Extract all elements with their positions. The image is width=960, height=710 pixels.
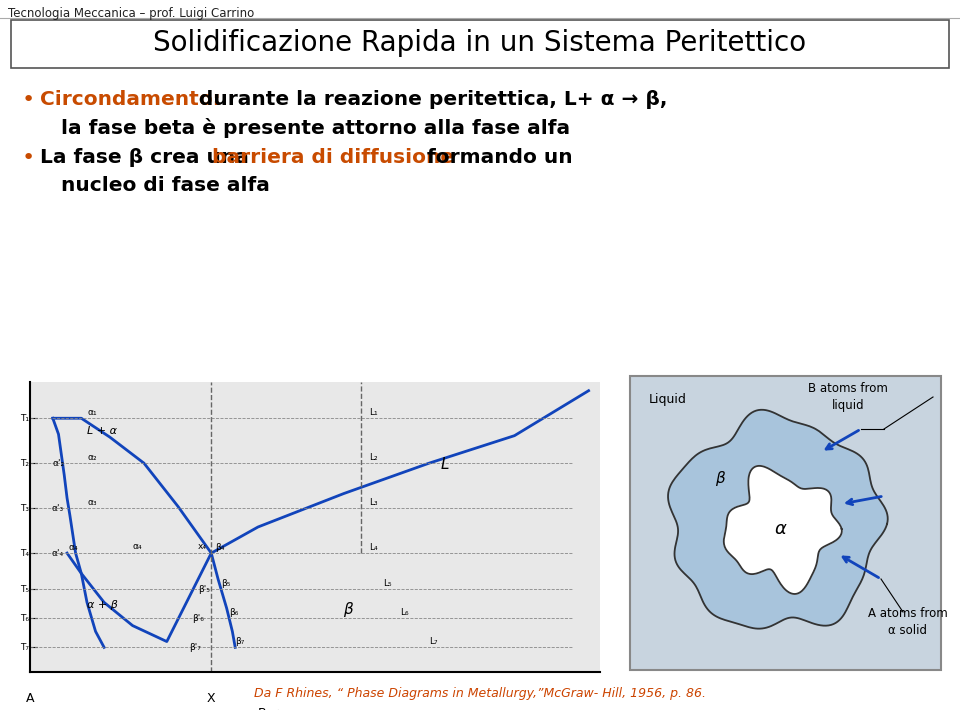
Text: L₄: L₄	[370, 543, 378, 552]
Text: T₆: T₆	[20, 614, 30, 623]
Text: Solidificazione Rapida in un Sistema Peritettico: Solidificazione Rapida in un Sistema Per…	[154, 29, 806, 57]
Text: α₄: α₄	[132, 542, 142, 551]
Text: A atoms from
α solid: A atoms from α solid	[868, 607, 948, 637]
Text: formando un: formando un	[420, 148, 572, 167]
Text: T₄: T₄	[20, 549, 30, 557]
Text: L₂: L₂	[370, 453, 378, 462]
Text: T₁: T₁	[20, 414, 30, 422]
Text: α₁: α₁	[87, 408, 97, 417]
Text: T₂: T₂	[20, 459, 30, 468]
Text: α + β: α + β	[87, 600, 118, 610]
Text: la fase beta è presente attorno alla fase alfa: la fase beta è presente attorno alla fas…	[40, 118, 570, 138]
Polygon shape	[668, 410, 888, 628]
Text: T₃: T₃	[20, 503, 30, 513]
Text: •: •	[22, 90, 36, 110]
Text: β: β	[344, 602, 353, 617]
Text: A: A	[26, 692, 35, 705]
Polygon shape	[724, 466, 842, 594]
Text: L₅: L₅	[383, 579, 392, 589]
Text: α₄: α₄	[69, 543, 79, 552]
Text: Tecnologia Meccanica – prof. Luigi Carrino: Tecnologia Meccanica – prof. Luigi Carri…	[8, 7, 254, 20]
Text: L: L	[441, 457, 449, 472]
Text: β₆: β₆	[229, 608, 239, 618]
Text: X: X	[207, 692, 216, 705]
Text: •: •	[22, 148, 36, 168]
Text: x₄: x₄	[198, 542, 207, 551]
Text: B →: B →	[258, 706, 281, 710]
Text: α'₃: α'₃	[52, 504, 63, 513]
FancyBboxPatch shape	[630, 376, 941, 670]
Text: T₅: T₅	[20, 585, 30, 594]
Text: α'₄: α'₄	[52, 549, 63, 558]
Text: β'₇: β'₇	[190, 643, 202, 652]
Text: α₂: α₂	[87, 453, 97, 462]
Text: La fase β crea una: La fase β crea una	[40, 148, 256, 167]
FancyBboxPatch shape	[11, 20, 949, 68]
Text: Da F Rhines, “ Phase Diagrams in Metallurgy,”McGraw- Hill, 1956, p. 86.: Da F Rhines, “ Phase Diagrams in Metallu…	[254, 687, 706, 700]
Text: nucleo di fase alfa: nucleo di fase alfa	[40, 176, 270, 195]
Text: L₆: L₆	[400, 608, 409, 618]
Text: $\alpha$: $\alpha$	[774, 520, 788, 538]
Text: Liquid: Liquid	[649, 393, 687, 407]
Text: α₃: α₃	[87, 498, 97, 507]
Text: L₃: L₃	[370, 498, 378, 507]
Text: B atoms from
liquid: B atoms from liquid	[808, 382, 888, 412]
Text: durante la reazione peritettica, L+ α → β,: durante la reazione peritettica, L+ α → …	[192, 90, 667, 109]
Text: β₅: β₅	[221, 579, 230, 589]
Text: L₇: L₇	[429, 638, 438, 646]
Text: α'₂: α'₂	[53, 459, 65, 468]
Text: T₇: T₇	[20, 643, 30, 652]
Text: β₄: β₄	[215, 543, 225, 552]
Text: Circondamento:: Circondamento:	[40, 90, 221, 109]
Text: L₁: L₁	[370, 408, 378, 417]
Text: $\beta$: $\beta$	[715, 469, 727, 488]
Text: β'₅: β'₅	[198, 585, 210, 594]
Text: L + α: L + α	[87, 426, 117, 436]
Text: β'₆: β'₆	[192, 614, 204, 623]
Text: β₇: β₇	[235, 638, 245, 646]
Text: barriera di diffusione: barriera di diffusione	[212, 148, 454, 167]
